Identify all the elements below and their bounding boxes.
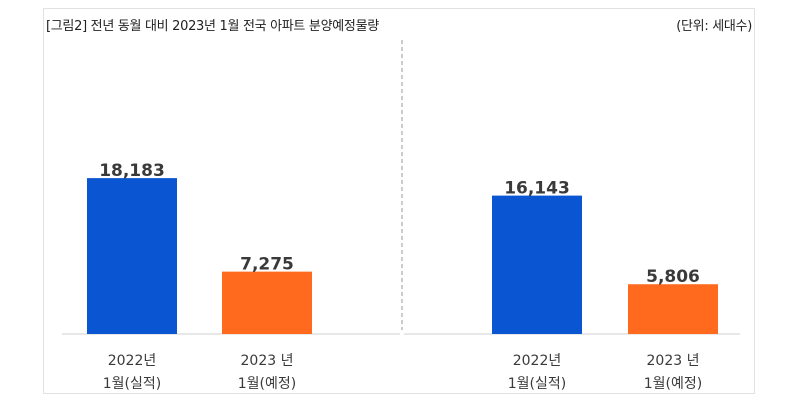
unit-label: (단위: 세대수) bbox=[676, 19, 752, 34]
bar bbox=[628, 284, 718, 334]
data-label: 5,806 bbox=[646, 267, 700, 287]
x-tick-label: 1월(예정) bbox=[238, 376, 296, 392]
bar bbox=[87, 178, 177, 334]
data-label: 7,275 bbox=[240, 255, 294, 275]
data-label: 16,143 bbox=[504, 179, 570, 199]
chart-frame bbox=[43, 8, 755, 394]
x-tick-label: 1월(실적) bbox=[103, 376, 161, 392]
x-tick-label: 2022년 bbox=[513, 353, 562, 369]
x-tick-label: 2022년 bbox=[108, 353, 157, 369]
x-tick-label: 2023 년 bbox=[647, 353, 700, 369]
x-tick-label: 2023 년 bbox=[241, 353, 294, 369]
chart-title: [그림2] 전년 동월 대비 2023년 1월 전국 아파트 분양예정물량 bbox=[46, 19, 379, 34]
bar bbox=[492, 195, 582, 334]
x-tick-label: 1월(실적) bbox=[508, 376, 566, 392]
data-label: 18,183 bbox=[99, 161, 165, 181]
bar bbox=[222, 271, 312, 334]
x-tick-label: 1월(예정) bbox=[644, 376, 702, 392]
